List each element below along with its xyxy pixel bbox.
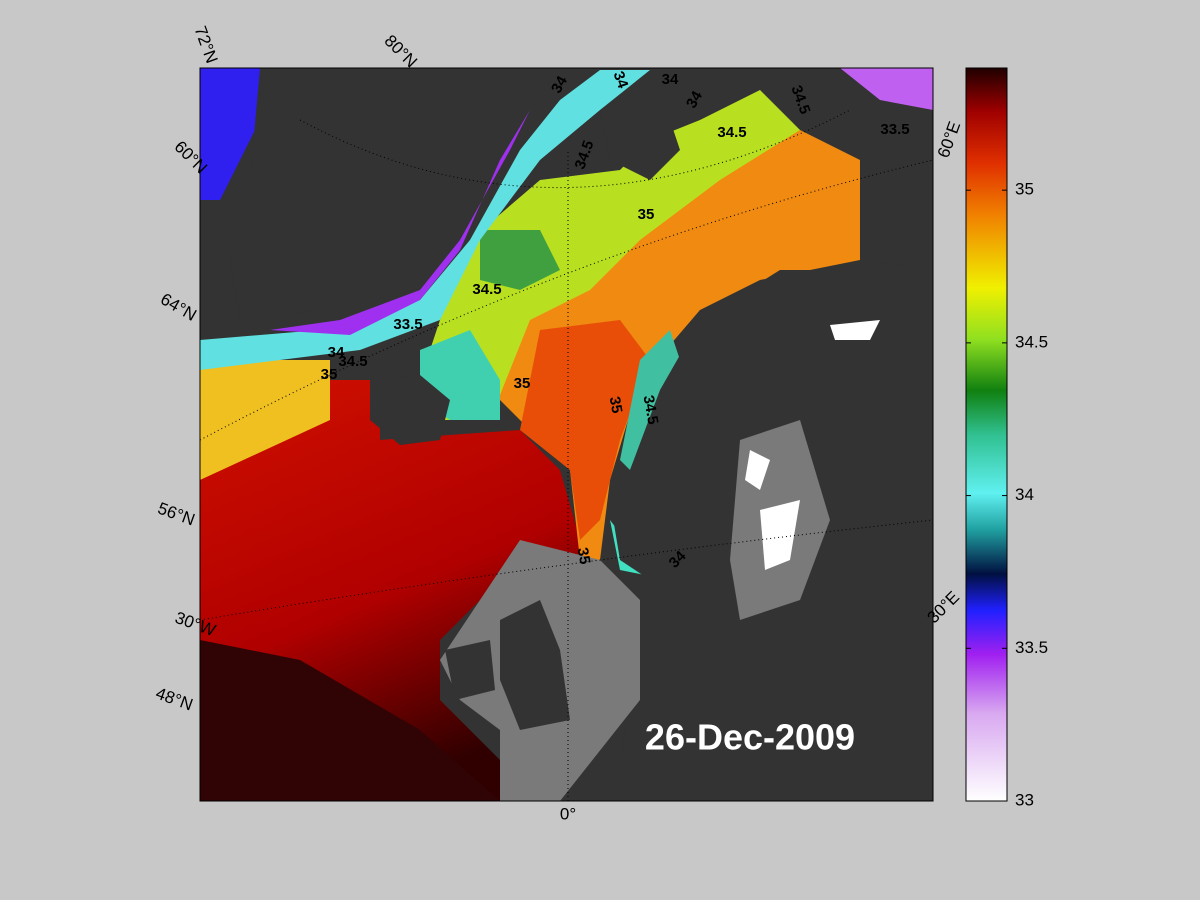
water-deep: [200, 640, 500, 801]
contour-label: 34: [328, 344, 345, 361]
water-barents: [840, 68, 933, 110]
land-svalbard: [600, 90, 680, 180]
date-label: 26-Dec-2009: [645, 717, 855, 758]
land-russia: [860, 150, 933, 270]
colorbar-tick-label: 33: [1015, 790, 1034, 809]
contour-label: 34: [662, 71, 679, 88]
colorbar: [965, 67, 1008, 802]
land-greenland: [230, 68, 520, 320]
contour-label: 34: [548, 73, 571, 97]
water-fresh-north: [200, 68, 320, 200]
map: [200, 68, 933, 801]
colorbar-tick-label: 35: [1015, 180, 1034, 199]
colorbar-tick-label: 34.5: [1015, 332, 1048, 351]
contour-label: 35: [574, 546, 594, 565]
water-yellow: [200, 360, 330, 480]
contour-label: 34.5: [640, 394, 662, 426]
water-coastal: [200, 70, 650, 370]
contour-label: 35: [321, 366, 338, 383]
contour-label: 34: [683, 88, 706, 112]
coordinate-label: 80°N: [381, 31, 421, 71]
contour-label: 34.5: [472, 281, 501, 298]
colorbar-tick-label: 33.5: [1015, 638, 1048, 657]
contour-label: 34.5: [717, 124, 746, 141]
coordinate-label: 0°: [560, 804, 576, 823]
contour-label: 34: [610, 69, 632, 91]
map-frame: [199, 67, 934, 802]
contour-label: 35: [606, 395, 626, 414]
land-iceland: [370, 375, 450, 445]
graticule: [200, 109, 933, 801]
water-green: [420, 90, 800, 420]
water-warm: [520, 320, 650, 540]
contour-label: 35: [514, 375, 531, 392]
contour-label: 33.5: [393, 316, 422, 333]
water-darkgreen: [480, 230, 560, 290]
coordinate-label: 60°E: [934, 119, 965, 160]
coordinate-label: 72°N: [191, 24, 222, 66]
coordinate-label: 56°N: [155, 499, 197, 530]
colorbar-tick-label: 34: [1015, 485, 1034, 504]
water-coast-norway2: [620, 330, 680, 470]
coordinate-label: 48°N: [153, 684, 195, 715]
contour-labels: 34 34 34 34 34.5 34.5 33.5 34.5 35 34.5 …: [321, 69, 910, 571]
ice: [745, 320, 880, 570]
land-ireland: [445, 640, 495, 700]
colorbar-ticks: 33 33.5 34 34.5 35: [966, 180, 1048, 809]
contour-label: 33.5: [880, 121, 909, 138]
contour-label: 34.5: [338, 353, 367, 370]
contour-label: 35: [638, 206, 655, 223]
coordinate-label: 64°N: [157, 289, 199, 324]
land-britain: [500, 600, 570, 730]
